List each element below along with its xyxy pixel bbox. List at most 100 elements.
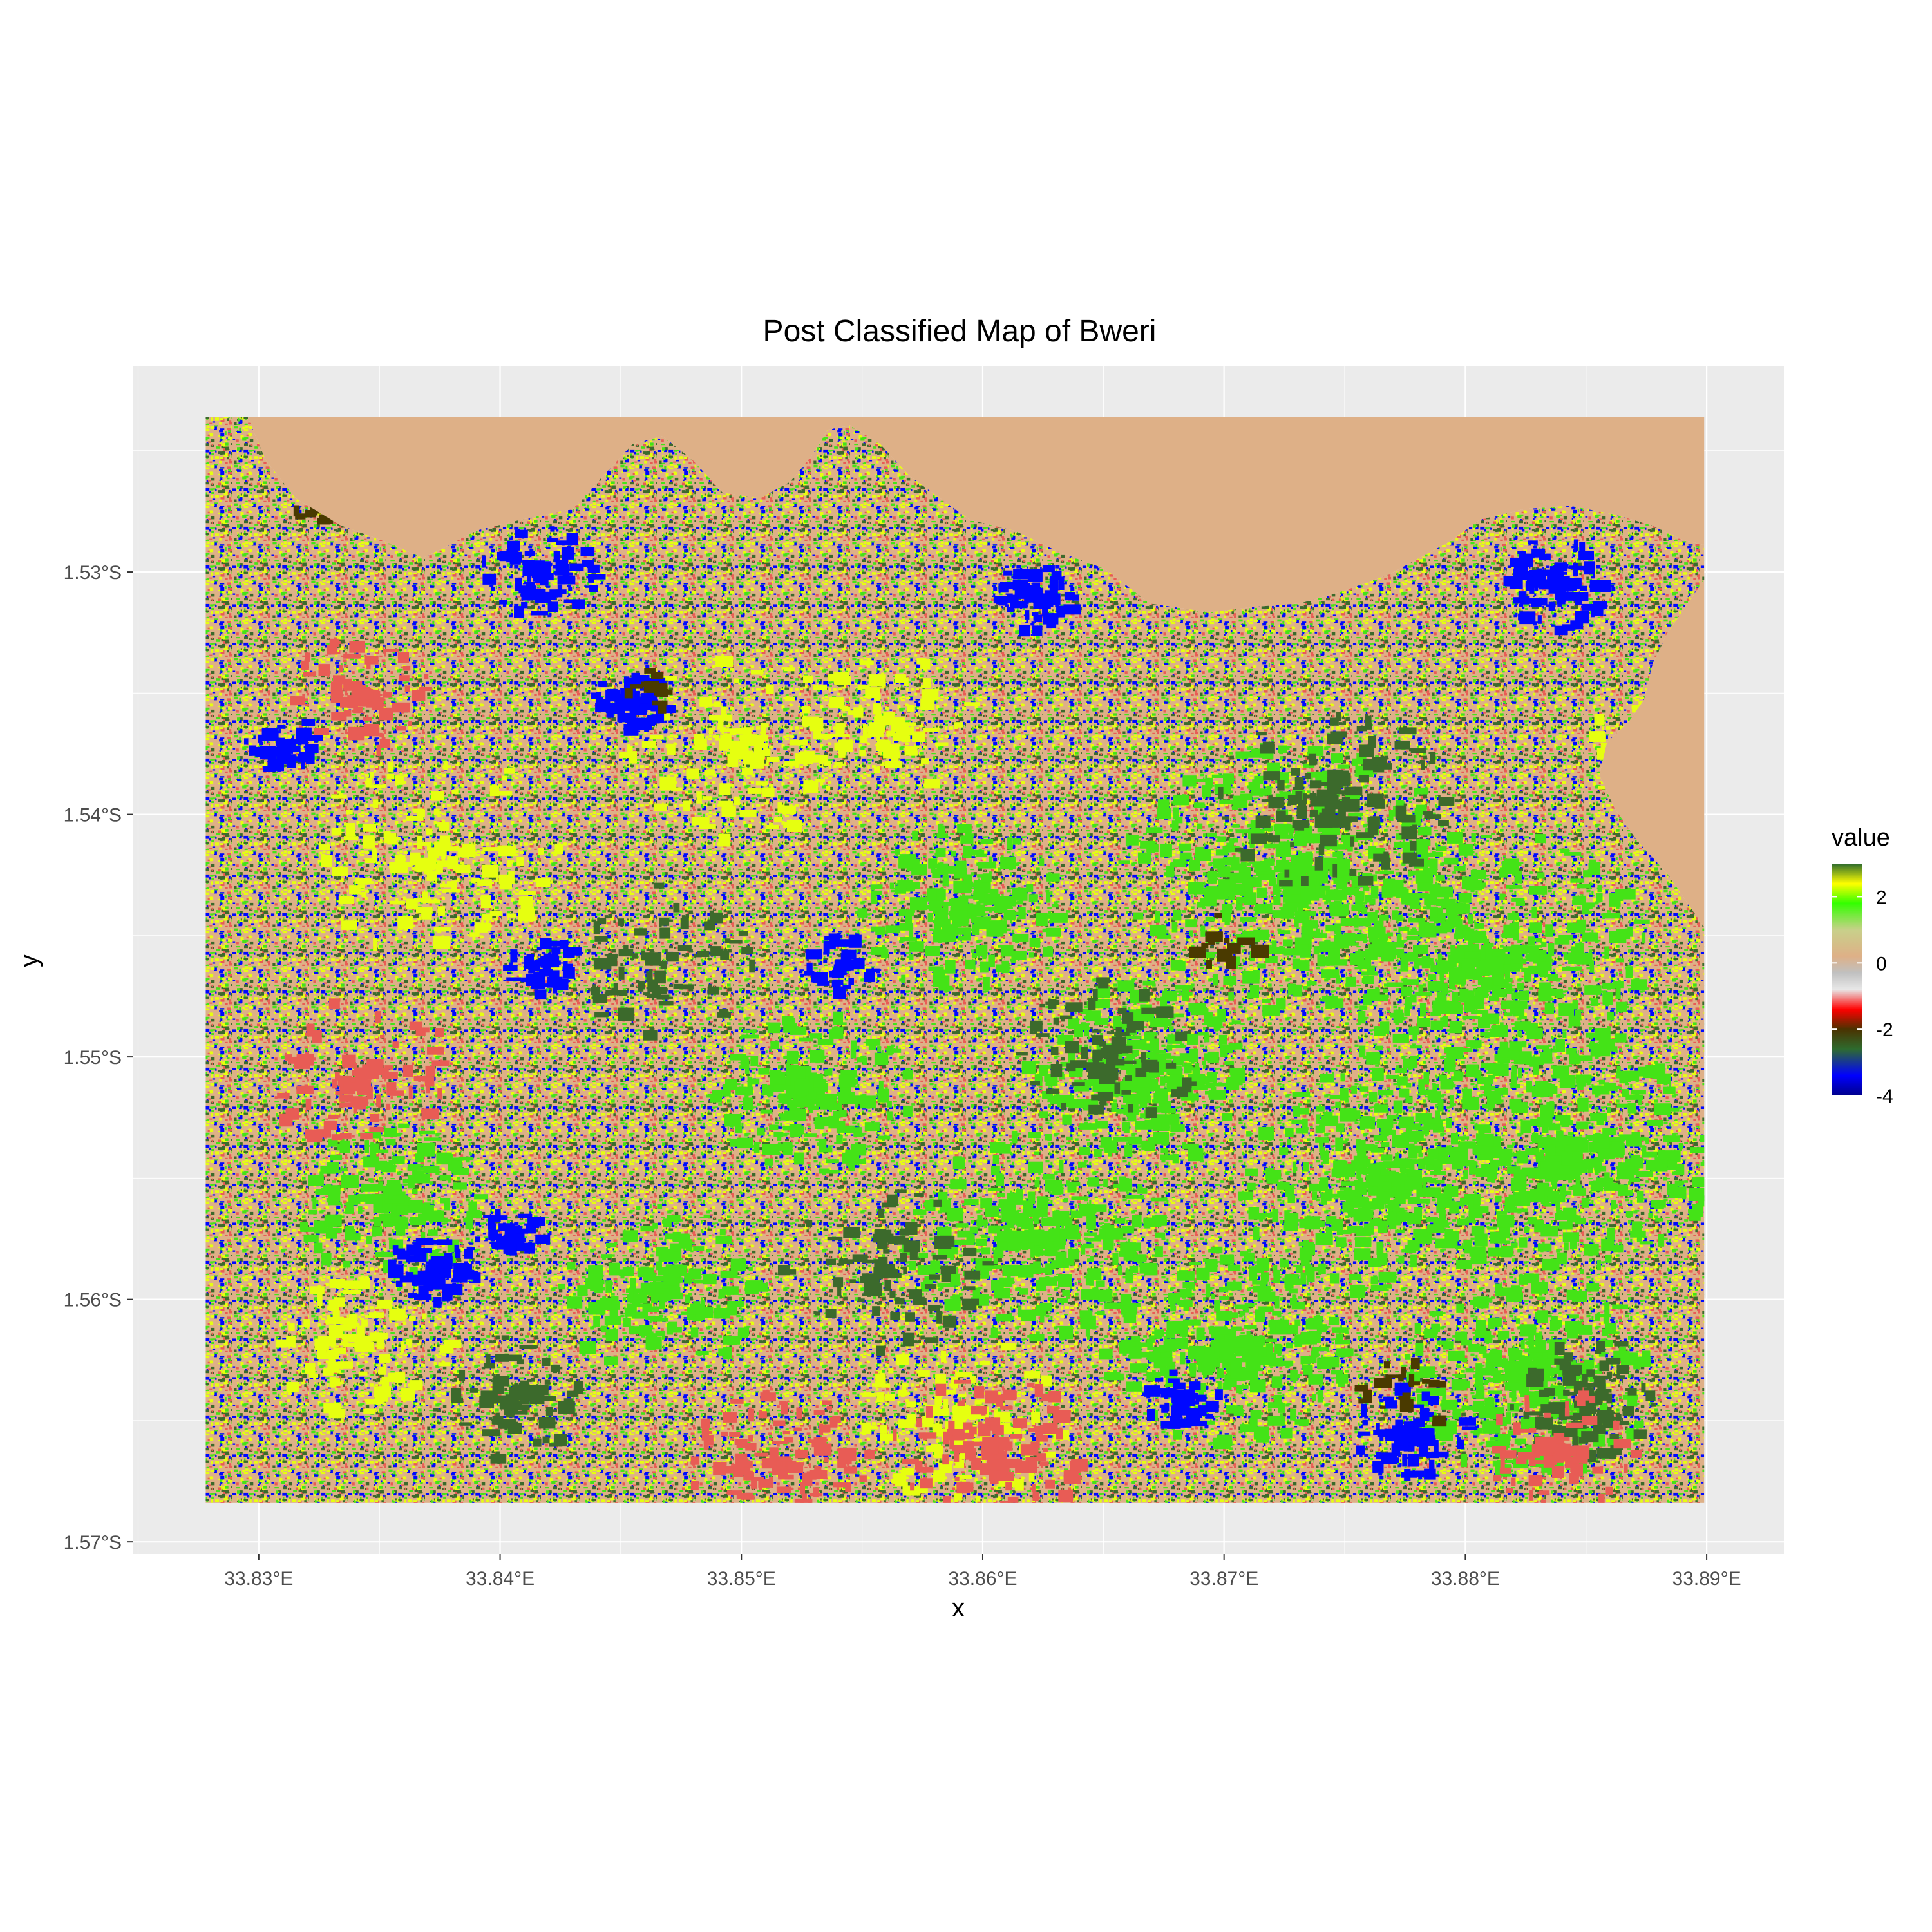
raster-cell — [954, 1379, 971, 1384]
raster-cell — [1284, 869, 1290, 878]
raster-cell — [874, 1229, 892, 1243]
raster-cell — [1115, 1045, 1122, 1054]
raster-cell — [1173, 909, 1182, 921]
raster-cell — [1359, 1086, 1369, 1092]
raster-cell — [1227, 1077, 1236, 1083]
raster-cell — [284, 1054, 292, 1061]
raster-cell — [757, 1127, 765, 1136]
raster-cell — [659, 927, 671, 939]
raster-cell — [1062, 1289, 1070, 1296]
raster-cell — [1313, 1316, 1321, 1325]
raster-cell — [1529, 1401, 1537, 1408]
raster-cell — [1590, 1046, 1599, 1057]
raster-cell — [1625, 1070, 1640, 1081]
raster-cell — [680, 1239, 692, 1249]
raster-cell — [1079, 1123, 1097, 1130]
raster-cell — [1186, 1033, 1198, 1045]
raster-cell — [1631, 979, 1647, 990]
raster-cell — [1223, 976, 1237, 985]
raster-cell — [1181, 1093, 1199, 1101]
raster-cell — [764, 1158, 773, 1166]
raster-cell — [1425, 1187, 1441, 1197]
raster-cell — [1413, 944, 1428, 954]
raster-cell — [886, 925, 900, 933]
raster-cell — [1276, 998, 1286, 1009]
raster-cell — [1308, 1374, 1323, 1385]
raster-cell — [1239, 1311, 1246, 1316]
raster-cell — [1559, 1186, 1566, 1197]
raster-cell — [1627, 1388, 1637, 1396]
raster-cell — [1252, 1280, 1268, 1285]
raster-cell — [1222, 911, 1231, 922]
raster-cell — [1419, 1003, 1426, 1017]
raster-cell — [1446, 903, 1464, 915]
raster-cell — [1535, 1421, 1546, 1429]
raster-cell — [1096, 977, 1110, 983]
raster-cell — [506, 549, 518, 556]
raster-cell — [1607, 1107, 1611, 1113]
raster-cell — [1054, 1276, 1061, 1282]
raster-cell — [604, 1356, 618, 1366]
raster-cell — [1287, 1139, 1291, 1145]
raster-cell — [829, 696, 844, 708]
raster-cell — [1121, 1104, 1134, 1108]
raster-cell — [402, 1065, 413, 1077]
raster-cell — [965, 833, 972, 838]
raster-cell — [1205, 916, 1215, 922]
raster-cell — [1254, 775, 1264, 784]
raster-cell — [1218, 1034, 1227, 1045]
raster-cell — [468, 832, 473, 837]
raster-cell — [1272, 910, 1289, 918]
raster-cell — [1485, 965, 1499, 971]
raster-cell — [971, 953, 977, 958]
raster-cell — [1491, 1166, 1497, 1179]
raster-cell — [650, 734, 664, 739]
raster-cell — [1530, 1028, 1543, 1037]
raster-cell — [502, 775, 507, 781]
raster-cell — [437, 906, 446, 916]
raster-cell — [1629, 1177, 1640, 1182]
raster-cell — [1455, 1245, 1472, 1249]
raster-cell — [392, 1156, 405, 1164]
raster-cell — [1370, 1285, 1387, 1291]
raster-cell — [601, 1254, 612, 1258]
raster-cell — [1123, 1094, 1133, 1103]
raster-cell — [814, 1466, 822, 1477]
raster-cell — [1337, 807, 1346, 817]
raster-cell — [379, 1367, 386, 1375]
raster-cell — [1368, 1177, 1376, 1186]
raster-cell — [1698, 1196, 1705, 1207]
raster-cell — [1373, 1217, 1381, 1226]
raster-cell — [824, 1069, 833, 1076]
raster-cell — [1331, 753, 1343, 763]
raster-cell — [1120, 1294, 1132, 1307]
raster-cell — [1396, 934, 1402, 945]
raster-cell — [1643, 1070, 1661, 1079]
raster-cell — [1217, 1368, 1224, 1378]
raster-cell — [1099, 1076, 1116, 1084]
raster-cell — [1475, 1386, 1485, 1399]
raster-cell — [1480, 1032, 1492, 1036]
raster-cell — [1568, 1186, 1577, 1190]
raster-cell — [1153, 1050, 1166, 1054]
raster-cell — [1511, 1102, 1528, 1113]
raster-cell — [1059, 1015, 1073, 1019]
raster-cell — [1470, 1213, 1475, 1220]
raster-cell — [1272, 1209, 1279, 1222]
raster-cell — [694, 734, 704, 745]
raster-cell — [388, 1372, 395, 1382]
raster-cell — [1061, 1103, 1066, 1111]
raster-cell — [1340, 1073, 1345, 1082]
raster-cell — [1605, 1358, 1621, 1365]
raster-cell — [1142, 1188, 1148, 1194]
raster-cell — [1410, 994, 1417, 1003]
raster-cell — [1278, 841, 1294, 845]
raster-cell — [1261, 1272, 1269, 1282]
raster-cell — [1030, 1020, 1043, 1032]
raster-cell — [699, 697, 712, 707]
raster-cell — [895, 1298, 905, 1305]
raster-cell — [1636, 1171, 1653, 1177]
raster-cell — [989, 920, 1007, 934]
raster-cell — [1383, 942, 1392, 956]
